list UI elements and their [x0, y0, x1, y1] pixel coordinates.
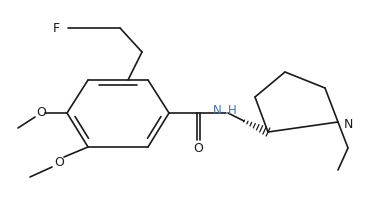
Text: N: N [213, 103, 222, 117]
Text: O: O [193, 141, 203, 155]
Text: O: O [54, 155, 64, 169]
Text: N: N [344, 117, 353, 131]
Text: F: F [53, 21, 60, 35]
Text: H: H [228, 103, 237, 117]
Text: O: O [36, 106, 46, 120]
